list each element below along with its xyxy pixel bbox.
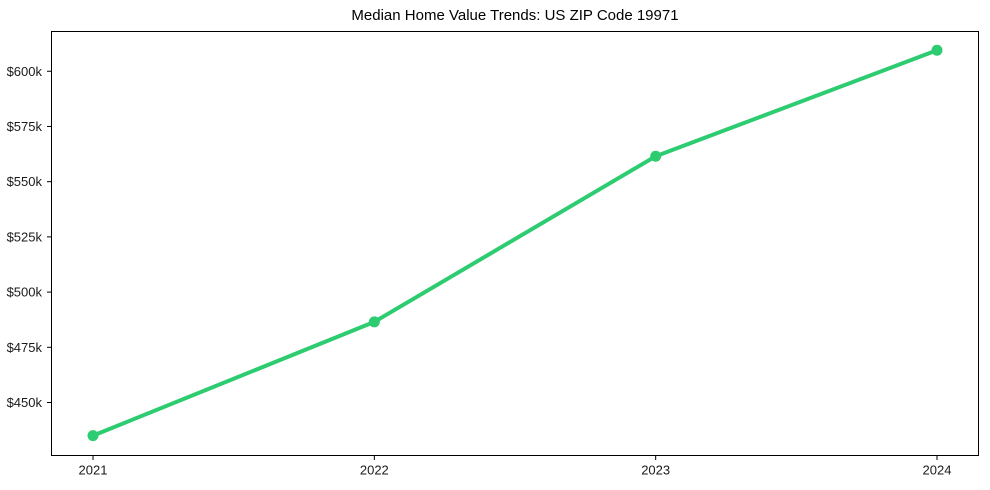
data-point-marker xyxy=(650,150,662,162)
y-tick-label: $525k xyxy=(7,229,43,244)
data-point-marker xyxy=(368,316,380,328)
series-line xyxy=(91,48,939,438)
y-tick-label: $550k xyxy=(7,174,43,189)
plot-area xyxy=(51,31,979,456)
y-tick-label: $575k xyxy=(7,119,43,134)
y-tick-label: $450k xyxy=(7,395,43,410)
y-tick-label: $475k xyxy=(7,340,43,355)
x-tick-label: 2024 xyxy=(923,463,952,478)
y-tick-label: $500k xyxy=(7,285,43,300)
chart-title: Median Home Value Trends: US ZIP Code 19… xyxy=(351,7,679,24)
data-point-marker xyxy=(931,44,943,56)
x-tick-label: 2021 xyxy=(79,463,108,478)
x-tick-label: 2023 xyxy=(641,463,670,478)
y-tick-label: $600k xyxy=(7,64,43,79)
x-tick-label: 2022 xyxy=(360,463,389,478)
data-point-marker xyxy=(87,430,99,442)
